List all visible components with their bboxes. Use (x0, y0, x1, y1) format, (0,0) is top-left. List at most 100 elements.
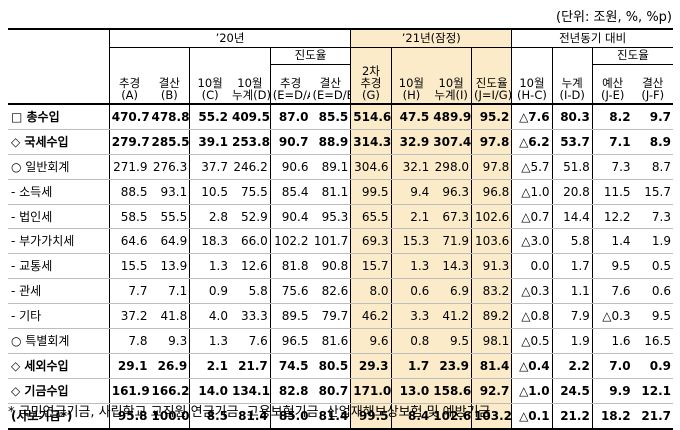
table-cell: 134.1 (229, 378, 271, 404)
table-cell: 80.7 (310, 378, 351, 404)
table-cell: 85.5 (310, 104, 351, 130)
table-cell: 29.3 (350, 353, 392, 379)
table-cell: 9.4 (390, 179, 432, 205)
col-21-oct-header: 10월 (H) (390, 47, 432, 105)
table-cell: 7.1 (149, 278, 190, 305)
table-cell: 489.9 (431, 104, 472, 130)
table-cell: 14.0 (189, 378, 230, 404)
col-2nd-supp-header: 2차 추경 (G) (350, 47, 392, 105)
col-yoy-cum-header: 누계 (I-D) (551, 47, 593, 105)
table-cell: 14.3 (431, 253, 472, 280)
table-cell: 8.0 (350, 278, 392, 305)
row-label: ◇ 세외수입 (8, 353, 110, 379)
table-cell: 90.8 (310, 253, 351, 280)
table-cell: 18.2 (591, 403, 633, 430)
table-cell: 409.5 (229, 104, 271, 130)
table-cell: 7.9 (551, 303, 593, 330)
table-cell: 97.8 (471, 154, 512, 180)
table-cell: 71.9 (431, 228, 472, 255)
table-cell: 88.5 (108, 179, 150, 205)
table-cell: 15.7 (632, 179, 673, 205)
table-cell: 21.7 (632, 403, 673, 430)
table-cell: 9.5 (632, 303, 673, 330)
table-cell: △1.0 (511, 179, 553, 205)
table-cell: 52.9 (229, 204, 271, 230)
row-label: ◇ 기금수입 (8, 378, 110, 404)
table-cell: 7.0 (591, 353, 633, 379)
table-cell: 0.8 (390, 328, 432, 354)
col-settlement-header: 결산 (B) (149, 47, 190, 105)
table-cell: 90.6 (269, 154, 311, 180)
corner-cell (8, 29, 110, 105)
table-cell: 5.8 (229, 278, 271, 305)
table-cell: 90.7 (269, 129, 311, 155)
table-cell: 82.6 (310, 278, 351, 305)
table-cell: 41.8 (149, 303, 190, 330)
table-cell: △1.0 (511, 378, 553, 404)
table-cell: 82.8 (269, 378, 311, 404)
table-cell: 285.5 (149, 129, 190, 155)
table-cell: 8.7 (632, 154, 673, 180)
table-cell: 171.0 (350, 378, 392, 404)
table-cell: △3.0 (511, 228, 553, 255)
table-cell: 1.6 (591, 328, 633, 354)
table-cell: 55.5 (149, 204, 190, 230)
table-cell: △0.1 (511, 403, 553, 430)
table-cell: 55.2 (189, 104, 230, 130)
group-2021-header: ’21년(잠정) (350, 29, 512, 48)
row-label: □ 총수입 (8, 104, 110, 130)
table-cell: 12.2 (591, 204, 633, 230)
group-2020-header: ’20년 (108, 29, 351, 48)
table-row: ◇ 국세수입 279.7 285.5 39.1 253.8 90.7 88.9 314.3 32… (8, 129, 673, 155)
table-cell: 39.1 (189, 129, 230, 155)
table-cell: 12.6 (229, 253, 271, 280)
table-cell: 15.7 (350, 253, 392, 280)
row-label: - 교통세 (8, 253, 110, 280)
table-cell: △7.6 (511, 104, 553, 130)
table-cell: 9.5 (591, 253, 633, 280)
table-cell: 14.4 (551, 204, 593, 230)
table-cell: 51.8 (551, 154, 593, 180)
table-cell: 81.6 (310, 328, 351, 354)
table-cell: 103.6 (471, 228, 512, 255)
footnote: * 국민연금기금, 사립학교 교직원 연금기금, 고용보험기금, 산업재해보상보… (8, 405, 491, 420)
table-cell: 7.1 (591, 129, 633, 155)
table-row: □ 총수입 470.7 478.8 55.2 409.5 87.0 85.5 514.6 47.… (8, 104, 673, 130)
table-cell: 2.1 (189, 353, 230, 379)
table-cell: △0.3 (511, 278, 553, 305)
table-cell: 89.1 (310, 154, 351, 180)
table-cell: 79.7 (310, 303, 351, 330)
table-row: - 부가가치세 64.6 64.9 18.3 66.0 102.2 101.7 69.3 15.… (8, 228, 673, 255)
table-cell: 29.1 (108, 353, 150, 379)
table-cell: 158.6 (431, 378, 472, 404)
table-cell: 166.2 (149, 378, 190, 404)
col-yoy-budget-header: 예산 (J-E) (591, 64, 633, 105)
table-cell: 7.3 (591, 154, 633, 180)
table-cell: 1.9 (632, 228, 673, 255)
table-cell: 1.1 (551, 278, 593, 305)
table-cell: 5.8 (551, 228, 593, 255)
table-cell: 2.1 (390, 204, 432, 230)
table-row: ◇ 기금수입 161.9 166.2 14.0 134.1 82.8 80.7 171.0 13… (8, 378, 673, 404)
table-cell: 80.5 (310, 353, 351, 379)
table-cell: △0.7 (511, 204, 553, 230)
table-cell: 9.5 (431, 328, 472, 354)
table-cell: 8.9 (632, 129, 673, 155)
table-cell: 21.7 (229, 353, 271, 379)
table-cell: 93.1 (149, 179, 190, 205)
table-cell: 58.5 (108, 204, 150, 230)
table-cell: 23.9 (431, 353, 472, 379)
row-label: ○ 특별회계 (8, 328, 110, 354)
table-cell: 307.4 (431, 129, 472, 155)
table-header: ’20년 ’21년(잠정) 전년동기 대비 추경 (A) 결산 (B) 10월 (C)… (8, 29, 673, 105)
table-cell: 4.0 (189, 303, 230, 330)
row-label: ◇ 국세수입 (8, 129, 110, 155)
table-cell: △0.3 (591, 303, 633, 330)
table-cell: 13.0 (390, 378, 432, 404)
table-cell: 75.5 (229, 179, 271, 205)
revenue-table-figure: (단위: 조원, %, %p) ’20년 ’21년(잠정) 전년동기 대비 추경… (8, 10, 673, 430)
table-cell: 0.0 (511, 253, 553, 280)
table-cell: 1.3 (189, 328, 230, 354)
table-cell: 69.3 (350, 228, 392, 255)
table-cell: 11.5 (591, 179, 633, 205)
